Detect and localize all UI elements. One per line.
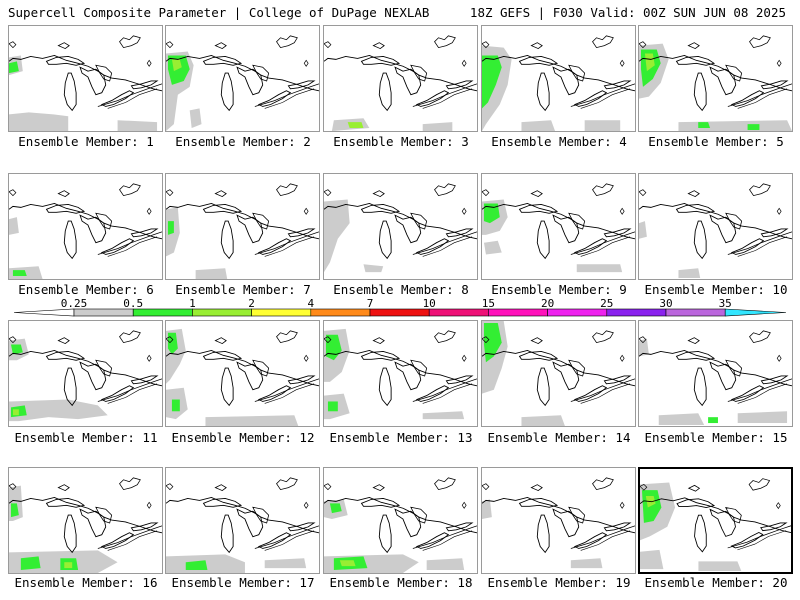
member-map-svg (639, 183, 792, 279)
ensemble-member-4-map[interactable] (481, 25, 636, 132)
colorbar-tick-label: 10 (423, 297, 436, 310)
colorbar-tick-label: 15 (482, 297, 495, 310)
colorbar-under-arrow (13, 308, 75, 317)
ensemble-member-label: Ensemble Member: 13 (329, 430, 473, 445)
ensemble-member-label: Ensemble Member: 16 (14, 575, 158, 590)
ensemble-member-label: Ensemble Member: 8 (333, 282, 469, 297)
color-scale-legend: 0.25 0.5 1 2 4 7 10 15 20 25 30 35 (13, 297, 787, 317)
colorbar-tick-label: 7 (367, 297, 374, 310)
ensemble-member-label: Ensemble Member: 9 (491, 282, 627, 297)
colorbar-segment (428, 308, 489, 317)
colorbar-tick-label: 1 (189, 297, 196, 310)
ensemble-member-label: Ensemble Member: 5 (648, 134, 784, 149)
colorbar-tick-label: 25 (600, 297, 613, 310)
member-map-svg (482, 321, 635, 426)
ensemble-member-7-map[interactable] (165, 173, 320, 280)
member-map-svg (482, 477, 635, 569)
colorbar-segment (251, 308, 312, 317)
ensemble-member-2-map[interactable] (165, 25, 320, 132)
colorbar-segment (310, 308, 371, 317)
ensemble-member-16-map[interactable] (8, 467, 163, 574)
member-map-svg (9, 477, 162, 573)
colorbar-segment (73, 308, 134, 317)
ensemble-member-1-map[interactable] (8, 25, 163, 132)
member-map-svg (166, 35, 319, 131)
model-run-info: 18Z GEFS | F030 Valid: 00Z SUN JUN 08 20… (469, 5, 786, 20)
member-map-svg (166, 328, 319, 426)
colorbar-segment (488, 308, 548, 317)
ensemble-member-label: Ensemble Member: 11 (14, 430, 158, 445)
member-map-svg (324, 328, 477, 420)
colorbar-segment (547, 308, 608, 317)
colorbar-segment (369, 308, 430, 317)
ensemble-member-12-map[interactable] (165, 320, 320, 427)
colorbar-segment (192, 308, 252, 317)
member-map-svg (324, 477, 477, 573)
colorbar-tick-label: 30 (659, 297, 672, 310)
ensemble-member-label: Ensemble Member: 18 (329, 575, 473, 590)
colorbar-tick-label: 0.25 (61, 297, 88, 310)
ensemble-member-label: Ensemble Member: 1 (18, 134, 154, 149)
member-map-svg (9, 330, 162, 422)
colorbar-segment (665, 308, 726, 317)
ensemble-member-17-map[interactable] (165, 467, 320, 574)
ensemble-member-5-map[interactable] (638, 25, 793, 132)
member-map-svg (166, 183, 319, 279)
member-map-svg (482, 35, 635, 131)
ensemble-member-18-map[interactable] (323, 467, 478, 574)
ensemble-member-label: Ensemble Member: 15 (644, 430, 788, 445)
ensemble-member-3-map[interactable] (323, 25, 478, 132)
page-title: Supercell Composite Parameter | College … (8, 5, 430, 20)
ensemble-member-label: Ensemble Member: 4 (491, 134, 627, 149)
colorbar-tick-label: 0.5 (123, 297, 143, 310)
member-map-svg (324, 183, 477, 273)
member-map-svg (639, 330, 792, 426)
ensemble-member-label: Ensemble Member: 19 (487, 575, 631, 590)
colorbar-tick-label: 2 (248, 297, 255, 310)
member-map-svg (482, 183, 635, 273)
member-map-svg (639, 35, 792, 131)
colorbar-tick-label: 20 (541, 297, 554, 310)
ensemble-member-label: Ensemble Member: 14 (487, 430, 631, 445)
colorbar-segment (132, 308, 193, 317)
ensemble-member-8-map[interactable] (323, 173, 478, 280)
ensemble-member-label: Ensemble Member: 10 (644, 282, 788, 297)
colorbar-tick-label: 4 (307, 297, 314, 310)
ensemble-member-label: Ensemble Member: 6 (18, 282, 154, 297)
ensemble-member-11-map[interactable] (8, 320, 163, 427)
ensemble-member-label: Ensemble Member: 7 (175, 282, 311, 297)
ensemble-member-13-map[interactable] (323, 320, 478, 427)
colorbar-tick-label: 35 (719, 297, 732, 310)
ensemble-member-label: Ensemble Member: 12 (171, 430, 315, 445)
member-map-svg (324, 35, 477, 131)
ensemble-member-6-map[interactable] (8, 173, 163, 280)
ensemble-member-label: Ensemble Member: 20 (644, 575, 788, 590)
member-map-svg (166, 477, 319, 573)
member-map-svg (640, 478, 791, 572)
colorbar-segment (724, 308, 787, 317)
ensemble-member-14-map[interactable] (481, 320, 636, 427)
ensemble-member-15-map[interactable] (638, 320, 793, 427)
ensemble-member-label: Ensemble Member: 2 (175, 134, 311, 149)
member-map-svg (9, 183, 162, 279)
ensemble-member-19-map[interactable] (481, 467, 636, 574)
ensemble-member-9-map[interactable] (481, 173, 636, 280)
ensemble-member-10-map[interactable] (638, 173, 793, 280)
ensemble-member-label: Ensemble Member: 17 (171, 575, 315, 590)
member-map-svg (9, 35, 162, 131)
ensemble-member-label: Ensemble Member: 3 (333, 134, 469, 149)
colorbar-segment (606, 308, 667, 317)
ensemble-member-20-map[interactable] (638, 467, 793, 574)
